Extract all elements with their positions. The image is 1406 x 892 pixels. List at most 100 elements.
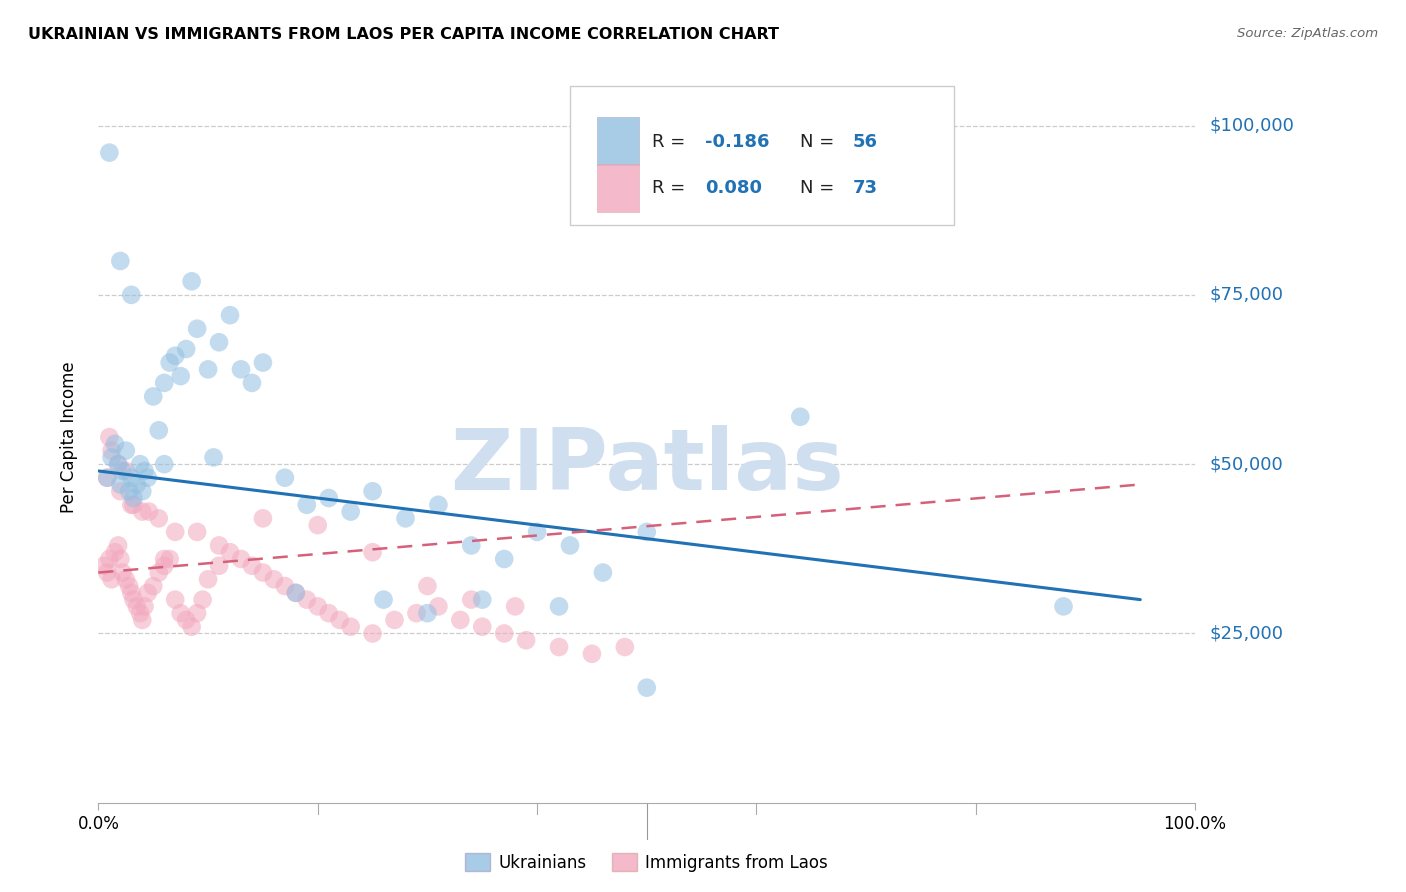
- Point: [148, 423, 170, 437]
- Legend: Ukrainians, Immigrants from Laos: Ukrainians, Immigrants from Laos: [458, 847, 835, 879]
- Point: [1052, 599, 1074, 614]
- Point: [93, 558, 115, 573]
- Point: [526, 524, 548, 539]
- Point: [789, 409, 811, 424]
- Point: [318, 606, 340, 620]
- Point: [129, 606, 152, 620]
- Point: [427, 599, 450, 614]
- Point: [274, 579, 297, 593]
- Point: [110, 484, 132, 499]
- Y-axis label: Per Capita Income: Per Capita Income: [59, 361, 77, 513]
- Point: [153, 376, 176, 390]
- Point: [100, 450, 122, 465]
- Text: $25,000: $25,000: [1209, 624, 1284, 642]
- Point: [134, 599, 156, 614]
- Point: [142, 389, 165, 403]
- Point: [142, 579, 165, 593]
- Point: [122, 498, 145, 512]
- Point: [186, 606, 208, 620]
- Point: [107, 457, 129, 471]
- Point: [96, 566, 118, 580]
- Point: [122, 491, 145, 505]
- Text: 73: 73: [853, 179, 877, 197]
- Point: [636, 524, 658, 539]
- Point: [98, 430, 121, 444]
- Point: [416, 579, 439, 593]
- Text: N =: N =: [800, 133, 841, 151]
- Point: [318, 491, 340, 505]
- Point: [107, 538, 129, 552]
- Point: [636, 681, 658, 695]
- Point: [384, 613, 406, 627]
- Point: [361, 626, 384, 640]
- Text: $100,000: $100,000: [1209, 117, 1294, 135]
- Point: [104, 437, 127, 451]
- Text: $50,000: $50,000: [1209, 455, 1282, 473]
- Point: [219, 545, 242, 559]
- Point: [548, 599, 571, 614]
- Point: [229, 552, 252, 566]
- Point: [153, 552, 176, 566]
- Point: [165, 524, 187, 539]
- Point: [120, 586, 142, 600]
- Point: [503, 599, 526, 614]
- Point: [329, 613, 352, 627]
- Point: [98, 552, 121, 566]
- Point: [471, 592, 494, 607]
- Point: [110, 552, 132, 566]
- Text: -0.186: -0.186: [704, 133, 769, 151]
- Point: [339, 505, 361, 519]
- Text: R =: R =: [652, 179, 692, 197]
- Point: [118, 484, 141, 499]
- Point: [153, 457, 176, 471]
- Point: [122, 592, 145, 607]
- Point: [159, 355, 181, 369]
- Point: [295, 498, 318, 512]
- Point: [107, 457, 129, 471]
- Point: [165, 349, 187, 363]
- Point: [174, 342, 197, 356]
- Point: [208, 335, 231, 350]
- Point: [170, 369, 193, 384]
- Point: [405, 606, 427, 620]
- Point: [449, 613, 471, 627]
- Point: [416, 606, 439, 620]
- Point: [115, 572, 138, 586]
- Point: [494, 626, 516, 640]
- Text: $75,000: $75,000: [1209, 285, 1284, 304]
- Point: [180, 620, 202, 634]
- Point: [110, 254, 132, 268]
- Text: R =: R =: [652, 133, 692, 151]
- Point: [98, 145, 121, 160]
- Point: [197, 362, 219, 376]
- Point: [295, 592, 318, 607]
- Point: [339, 620, 361, 634]
- Point: [252, 355, 274, 369]
- Point: [138, 505, 160, 519]
- Point: [125, 477, 148, 491]
- Point: [111, 566, 134, 580]
- Point: [394, 511, 416, 525]
- Point: [581, 647, 603, 661]
- Point: [131, 484, 153, 499]
- Point: [174, 613, 197, 627]
- Point: [153, 558, 176, 573]
- Text: N =: N =: [800, 179, 841, 197]
- FancyBboxPatch shape: [598, 118, 640, 165]
- Point: [515, 633, 537, 648]
- Point: [100, 572, 122, 586]
- Text: UKRAINIAN VS IMMIGRANTS FROM LAOS PER CAPITA INCOME CORRELATION CHART: UKRAINIAN VS IMMIGRANTS FROM LAOS PER CA…: [28, 27, 779, 42]
- Point: [208, 538, 231, 552]
- Point: [361, 545, 384, 559]
- Text: 56: 56: [853, 133, 877, 151]
- Point: [100, 443, 122, 458]
- Point: [284, 586, 307, 600]
- Point: [191, 592, 214, 607]
- Point: [208, 558, 231, 573]
- Point: [131, 613, 153, 627]
- Text: ZIPatlas: ZIPatlas: [450, 425, 844, 508]
- Point: [373, 592, 395, 607]
- Point: [592, 566, 614, 580]
- Point: [115, 464, 138, 478]
- Point: [186, 524, 208, 539]
